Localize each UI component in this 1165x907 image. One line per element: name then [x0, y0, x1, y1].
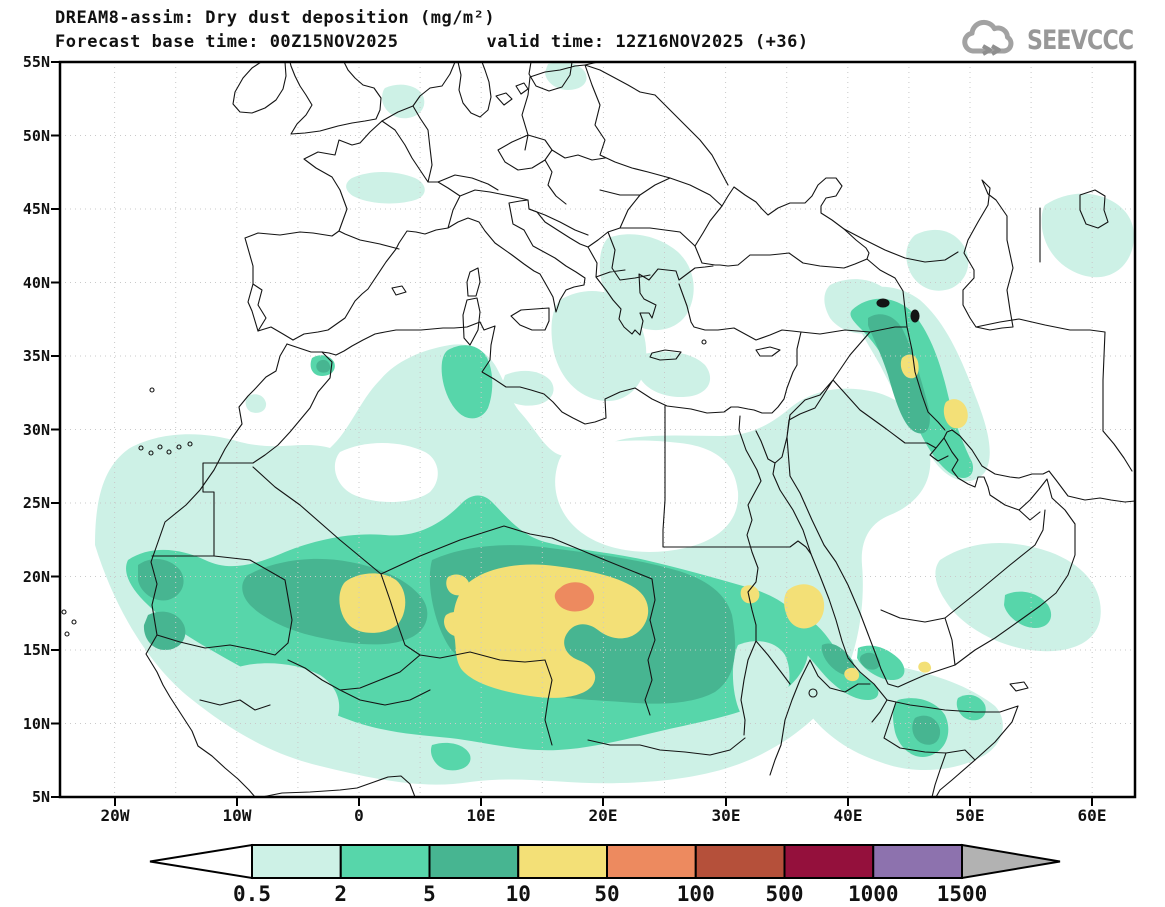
- y-axis-label: 55N: [4, 53, 50, 71]
- x-axis-label: 10E: [467, 806, 496, 825]
- x-axis-label: 20W: [101, 806, 130, 825]
- x-axis-label: 10W: [223, 806, 252, 825]
- y-axis-label: 50N: [4, 127, 50, 145]
- x-axis-label: 0: [354, 806, 364, 825]
- map-canvas: [0, 0, 1165, 907]
- colorbar-cell: [607, 845, 696, 878]
- y-axis-label: 25N: [4, 494, 50, 512]
- colorbar-segment: [150, 845, 252, 878]
- colorbar-label: 5: [423, 882, 436, 906]
- y-axis-label: 40N: [4, 274, 50, 292]
- colorbar: 0.5 2 5 10 50 100 500 1000 1500: [0, 838, 1165, 907]
- y-axis-label: 30N: [4, 421, 50, 439]
- colorbar-label: 2: [334, 882, 347, 906]
- x-axis-label: 60E: [1078, 806, 1107, 825]
- colorbar-cell: [518, 845, 607, 878]
- x-axis-label: 50E: [956, 806, 985, 825]
- colorbar-label: 0.5: [233, 882, 271, 906]
- colorbar-cell: [696, 845, 785, 878]
- colorbar-cell: [252, 845, 341, 878]
- y-axis-label: 15N: [4, 641, 50, 659]
- colorbar-label: 500: [766, 882, 804, 906]
- colorbar-cell: [785, 845, 874, 878]
- colorbar-label: 100: [677, 882, 715, 906]
- x-axis-label: 40E: [834, 806, 863, 825]
- colorbar-label: 10: [506, 882, 531, 906]
- x-axis-label: 20E: [589, 806, 618, 825]
- y-axis-label: 10N: [4, 715, 50, 733]
- colorbar-label: 50: [594, 882, 619, 906]
- y-axis-label: 35N: [4, 347, 50, 365]
- y-axis-label: 5N: [4, 788, 50, 806]
- colorbar-segment: [962, 845, 1060, 878]
- y-axis-label: 45N: [4, 200, 50, 218]
- x-axis-label: 30E: [712, 806, 741, 825]
- y-axis-label: 20N: [4, 568, 50, 586]
- colorbar-label: 1500: [937, 882, 988, 906]
- colorbar-cell: [430, 845, 519, 878]
- forecast-map-page: DREAM8-assim: Dry dust deposition (mg/m²…: [0, 0, 1165, 907]
- colorbar-cell: [341, 845, 430, 878]
- colorbar-cell: [873, 845, 962, 878]
- colorbar-label: 1000: [848, 882, 899, 906]
